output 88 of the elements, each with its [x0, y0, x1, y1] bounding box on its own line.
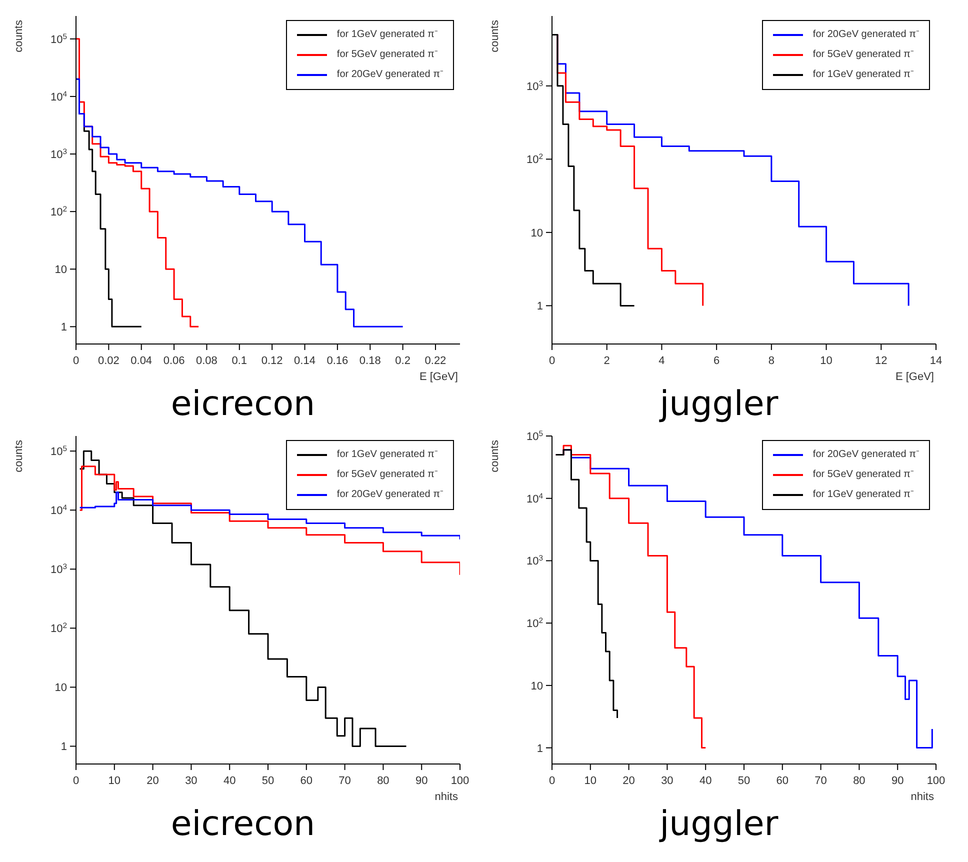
x-tick-label: 0: [72, 775, 80, 787]
y-tick-label: 10$^{4}$: [50, 88, 68, 104]
x-tick-label: 80: [853, 775, 866, 787]
x-tick-label: 80: [377, 775, 390, 787]
x-axis-title: E [GeV]: [895, 371, 934, 383]
y-axis-title: counts: [13, 440, 25, 472]
x-tick-label: 0.04: [130, 355, 152, 367]
x-tick-label: 20: [146, 775, 159, 787]
x-tick-label: 2: [604, 355, 610, 367]
x-tick-label: 60: [776, 775, 789, 787]
x-tick-label: 90: [415, 775, 428, 787]
y-tick-label: 10$^{5}$: [50, 444, 67, 458]
x-tick-label: 40: [699, 775, 712, 787]
legend-label: for 20GeV generated π⁻: [336, 488, 443, 502]
x-tick-label: 10: [820, 355, 832, 367]
x-tick-label: 70: [338, 775, 351, 787]
x-tick-label: 0.2: [395, 355, 410, 367]
x-tick-label: 0.08: [196, 355, 218, 367]
y-tick-label: 1: [536, 742, 543, 755]
y-axis-title: counts: [489, 440, 501, 472]
x-tick-label: 10: [108, 775, 121, 787]
x-tick-label: 100: [926, 775, 946, 787]
legend-label: for 5GeV generated π⁻: [812, 468, 914, 482]
legend-label: for 1GeV generated π⁻: [812, 488, 914, 502]
x-tick-label: 30: [185, 775, 198, 787]
x-axis-title: E [GeV]: [419, 371, 458, 383]
y-tick-label: 10$^{5}$: [50, 31, 67, 46]
x-tick-label: 0.06: [163, 355, 185, 367]
y-tick-label: 10$^{4}$: [526, 490, 544, 506]
y-tick-label: 10$^{2}$: [526, 152, 543, 166]
y-tick-label: 10$^{4}$: [50, 502, 68, 518]
x-tick-label: 0: [72, 355, 80, 367]
x-tick-label: 12: [875, 355, 888, 367]
x-tick-label: 0.1: [232, 355, 248, 367]
y-tick-label: 10: [54, 264, 67, 276]
legend-label: for 5GeV generated π⁻: [812, 48, 914, 62]
x-tick-label: 6: [714, 355, 720, 367]
legend-label: for 20GeV generated π⁻: [812, 28, 919, 42]
y-tick-label: 10$^{3}$: [50, 146, 67, 162]
x-tick-label: 10: [584, 775, 597, 787]
x-axis-title: nhits: [910, 791, 934, 803]
y-tick-label: 1: [60, 741, 67, 754]
text: juggler: [658, 804, 780, 844]
x-tick-label: 60: [300, 775, 313, 787]
x-tick-label: 0.14: [294, 355, 316, 367]
x-tick-label: 0.16: [326, 355, 348, 367]
y-tick-label: 10$^{2}$: [526, 616, 543, 630]
y-axis-title: counts: [489, 20, 501, 52]
x-tick-label: 100: [450, 775, 470, 787]
y-tick-label: 10: [54, 682, 67, 694]
y-tick-label: 10$^{3}$: [526, 78, 543, 93]
x-tick-label: 4: [658, 355, 665, 367]
legend-label: for 5GeV generated π⁻: [336, 48, 438, 62]
text: eicrecon: [170, 384, 316, 424]
legend-label: for 1GeV generated π⁻: [812, 68, 914, 82]
y-tick-label: 10$^{5}$: [526, 428, 543, 443]
y-tick-label: 10$^{2}$: [50, 204, 67, 219]
x-tick-label: 30: [661, 775, 674, 787]
y-tick-label: 1: [60, 322, 67, 334]
y-tick-label: 10$^{2}$: [50, 620, 67, 636]
x-tick-label: 0.18: [359, 355, 381, 367]
x-tick-label: 8: [768, 355, 774, 367]
x-tick-label: 0.22: [424, 355, 446, 367]
x-tick-label: 20: [622, 775, 635, 787]
x-tick-label: 0: [548, 775, 556, 787]
x-tick-label: 50: [262, 775, 274, 787]
x-tick-label: 50: [738, 775, 750, 787]
y-tick-label: 10: [530, 680, 543, 692]
legend-label: for 1GeV generated π⁻: [336, 448, 438, 462]
legend-label: for 5GeV generated π⁻: [336, 468, 438, 482]
x-tick-label: 90: [891, 775, 904, 787]
x-tick-label: 40: [223, 775, 236, 787]
x-axis-title: nhits: [434, 791, 458, 803]
y-tick-label: 10: [530, 227, 543, 240]
x-tick-label: 0.02: [98, 355, 120, 367]
y-tick-label: 10$^{3}$: [50, 562, 67, 576]
legend-label: for 1GeV generated π⁻: [336, 28, 438, 42]
x-tick-label: 70: [814, 775, 827, 787]
text: eicrecon: [170, 804, 316, 844]
x-tick-label: 0: [548, 355, 556, 367]
y-tick-label: 10$^{3}$: [526, 553, 543, 568]
x-tick-label: 0.12: [261, 355, 283, 367]
legend-label: for 20GeV generated π⁻: [336, 68, 443, 82]
legend-label: for 20GeV generated π⁻: [812, 448, 919, 462]
y-axis-title: counts: [13, 20, 25, 52]
text: juggler: [658, 384, 780, 424]
y-tick-label: 1: [536, 300, 543, 313]
x-tick-label: 14: [930, 355, 942, 367]
